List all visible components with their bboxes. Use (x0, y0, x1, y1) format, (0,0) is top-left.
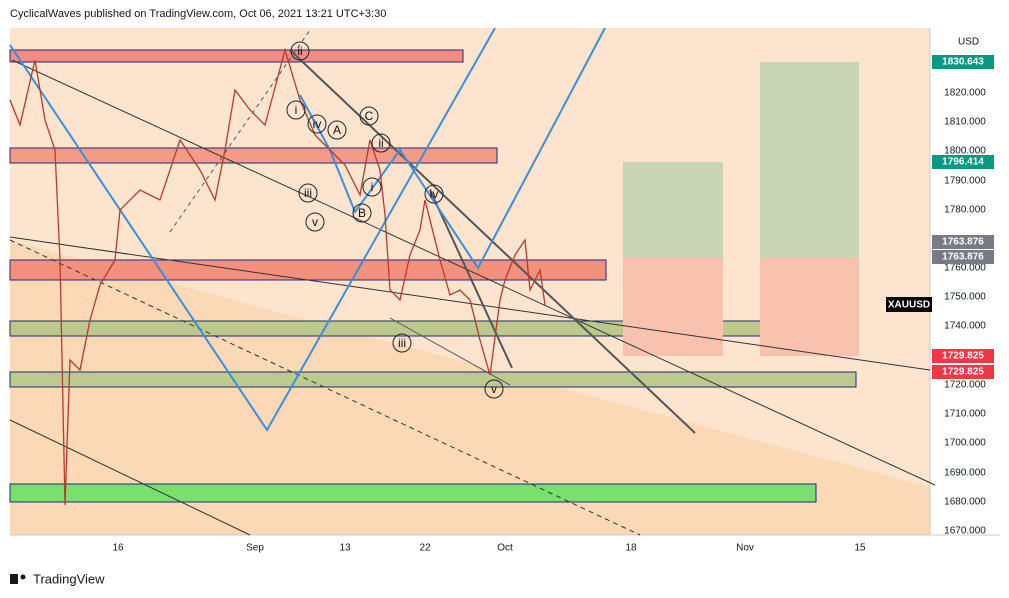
wave-label: iv (313, 117, 322, 131)
wave-label: iii (304, 186, 312, 200)
wave-label: iv (430, 187, 439, 201)
price-tag-bg (932, 55, 994, 69)
target-box (623, 162, 723, 258)
zones (9, 49, 857, 503)
zone (9, 483, 817, 503)
logo (10, 574, 26, 584)
price-tag: 1796.414 (942, 157, 984, 168)
trend-line (429, 189, 513, 369)
price-label: 1780.000 (944, 205, 986, 216)
price-label: 1740.000 (944, 321, 986, 332)
price-label: 1800.000 (944, 146, 986, 157)
time-label: Nov (736, 543, 754, 554)
footer: TradingView (33, 571, 105, 586)
wave-label: v (312, 215, 318, 229)
zone (9, 49, 464, 63)
trend-line (169, 29, 311, 233)
price-label: 1810.000 (944, 117, 986, 128)
price-tag-bg (932, 235, 994, 249)
wave-circle (371, 133, 391, 153)
price-label: 1720.000 (944, 380, 986, 391)
trend-line (11, 59, 936, 486)
price-label: 1710.000 (944, 409, 986, 420)
wave-label: i (295, 103, 298, 117)
time-label: 16 (112, 543, 124, 554)
symbol-tag (886, 297, 932, 312)
stop-box (760, 258, 859, 356)
header: CyclicalWaves published on TradingView.c… (10, 8, 386, 20)
wave-circle (359, 106, 379, 126)
wave-label: iii (398, 336, 406, 350)
wave-circle (484, 379, 504, 399)
wave-label: C (365, 109, 374, 123)
price-tag-bg (932, 365, 994, 379)
wave-label: ii (378, 136, 383, 150)
price-axis-bg (930, 28, 1000, 535)
time-label: 13 (339, 543, 351, 554)
wave-circle (392, 333, 412, 353)
price-tag: 1763.876 (942, 252, 984, 263)
price-label: 1820.000 (944, 88, 986, 99)
wave-label: A (333, 123, 341, 137)
currency: USD (958, 37, 979, 48)
wave-label: v (491, 382, 497, 396)
price-tag-bg (932, 349, 994, 363)
wave-circle (305, 212, 325, 232)
price-tag-bg (932, 250, 994, 264)
time-label: 22 (419, 543, 431, 554)
wave-circle (352, 203, 372, 223)
price-label: 1790.000 (944, 176, 986, 187)
price-tag: 1830.643 (942, 57, 984, 68)
price-label: 1680.000 (944, 497, 986, 508)
wave-label: i (371, 180, 374, 194)
zone (9, 371, 857, 388)
price-tag-bg (932, 155, 994, 169)
symbol: XAUUSD (888, 300, 930, 311)
trend-line (9, 236, 931, 371)
price-label: 1750.000 (944, 292, 986, 303)
wave-circle (362, 177, 382, 197)
time-label: Oct (497, 543, 513, 554)
price-label: 1690.000 (944, 468, 986, 479)
wave-circle (327, 120, 347, 140)
lines (9, 27, 936, 536)
wave-line (299, 27, 606, 270)
price (9, 47, 546, 506)
wave-label: B (358, 206, 366, 220)
wave-line (9, 27, 496, 432)
wave-circle (286, 100, 306, 120)
wave-label: ii (297, 44, 302, 58)
wave-circle (424, 184, 444, 204)
price-tag: 1763.876 (942, 237, 984, 248)
wave-circle (290, 41, 310, 61)
time-label: 18 (625, 543, 637, 554)
trend-line (9, 239, 641, 536)
price-tag: 1729.825 (942, 367, 984, 378)
wave-circle (298, 183, 318, 203)
stop-box (623, 258, 723, 356)
time-label: Sep (246, 543, 264, 554)
zone (9, 147, 498, 164)
wave-circle (307, 114, 327, 134)
target-box (760, 62, 859, 258)
price-tag: 1729.825 (942, 351, 984, 362)
price-label: 1670.000 (944, 526, 986, 537)
trend-line (9, 419, 251, 536)
price-label: 1700.000 (944, 438, 986, 449)
time-label: 15 (854, 543, 866, 554)
price-label: 1760.000 (944, 263, 986, 274)
